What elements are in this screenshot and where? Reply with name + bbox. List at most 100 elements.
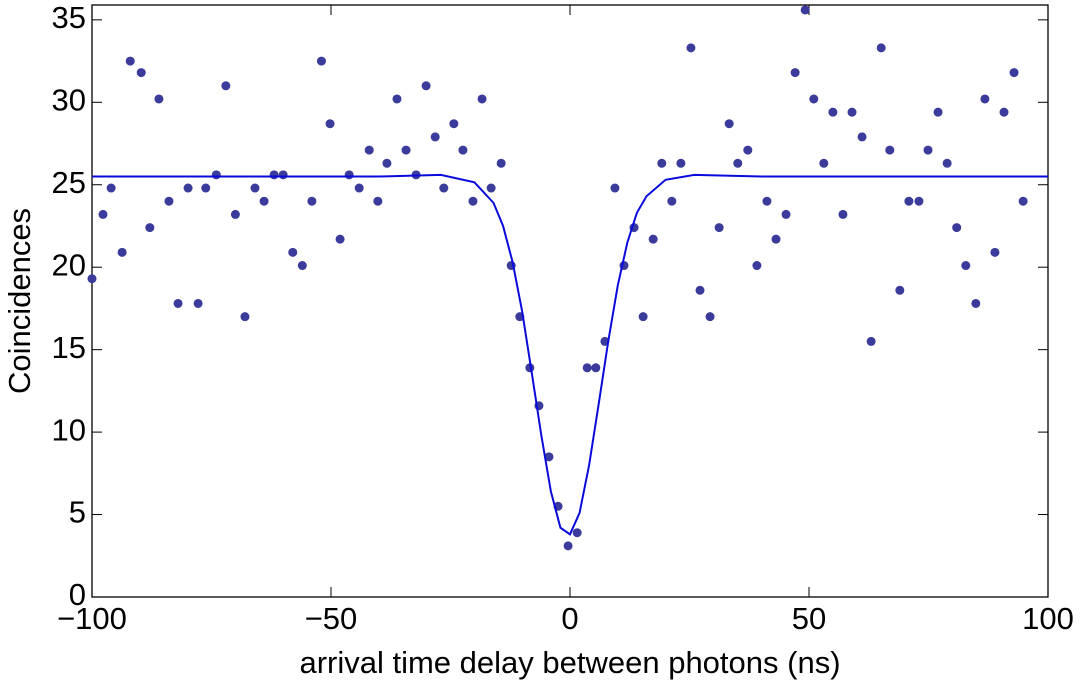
x-tick-label: 100 [1022,601,1074,636]
x-tick-label: −50 [305,601,358,636]
data-point [914,196,924,206]
data-point [458,145,468,155]
data-point [449,119,459,129]
data-point [297,261,307,271]
data-point [999,107,1009,117]
data-point [733,158,743,168]
data-point [743,145,753,155]
data-point [269,170,279,180]
data-point [154,94,164,104]
data-point [800,5,810,15]
plot-frame [91,4,1049,598]
data-point [193,298,203,308]
data-point [847,107,857,117]
data-point [401,145,411,155]
data-point [610,183,620,193]
data-point [250,183,260,193]
data-point [657,158,667,168]
data-point [1018,196,1028,206]
data-point [259,196,269,206]
data-point [961,261,971,271]
data-point [325,119,335,129]
data-point [1009,68,1019,78]
data-point [638,312,648,322]
data-point [990,247,1000,257]
data-point [762,196,772,206]
data-point [781,209,791,219]
data-point [211,170,221,180]
data-point [686,43,696,53]
data-point [373,196,383,206]
x-tick-label: 50 [792,601,826,636]
data-point [477,94,487,104]
data-point [752,261,762,271]
data-point [904,196,914,206]
y-tick-label: 35 [52,0,86,35]
data-point [344,170,354,180]
y-tick-label: 25 [52,165,86,200]
data-point [125,56,135,66]
data-point [676,158,686,168]
data-point [838,209,848,219]
data-point [857,132,867,142]
data-point [392,94,402,104]
x-tick-label: 0 [561,601,578,636]
data-point [582,363,592,373]
data-point [364,145,374,155]
data-point [819,158,829,168]
data-point [885,145,895,155]
data-point [288,247,298,257]
data-point [667,196,677,206]
data-point [164,196,174,206]
data-point [980,94,990,104]
data-point [933,107,943,117]
fit-line [92,173,1048,536]
data-point [278,170,288,180]
data-point [496,158,506,168]
data-point [809,94,819,104]
data-point [468,196,478,206]
data-point [430,132,440,142]
data-point [563,541,573,551]
data-point [183,183,193,193]
data-point [136,68,146,78]
y-tick-label: 5 [69,495,86,530]
data-point [439,183,449,193]
data-point [307,196,317,206]
data-point [201,183,211,193]
data-point [572,528,582,538]
data-point [828,107,838,117]
data-point [942,158,952,168]
y-tick-label: 30 [52,82,86,117]
data-point [87,274,97,284]
y-tick-label: 15 [52,330,86,365]
data-point [591,363,601,373]
data-point [335,234,345,244]
data-point [354,183,364,193]
data-point [714,223,724,233]
y-tick-label: 20 [52,247,86,282]
data-point [771,234,781,244]
data-point [117,247,127,257]
data-point [866,336,876,346]
data-point [230,209,240,219]
data-point [648,234,658,244]
data-point [106,183,116,193]
data-point [316,56,326,66]
data-point [705,312,715,322]
data-point [895,285,905,295]
data-point [790,68,800,78]
y-tick-label: 0 [69,577,86,612]
y-axis-label: Coincidences [2,208,37,394]
data-point [421,81,431,91]
data-point [240,312,250,322]
data-point [486,183,496,193]
data-point [724,119,734,129]
data-point [695,285,705,295]
data-point [544,452,554,462]
x-axis-label: arrival time delay between photons (ns) [299,645,840,680]
data-point [98,209,108,219]
y-tick-label: 10 [52,412,86,447]
x-tick-label: −100 [57,601,127,636]
